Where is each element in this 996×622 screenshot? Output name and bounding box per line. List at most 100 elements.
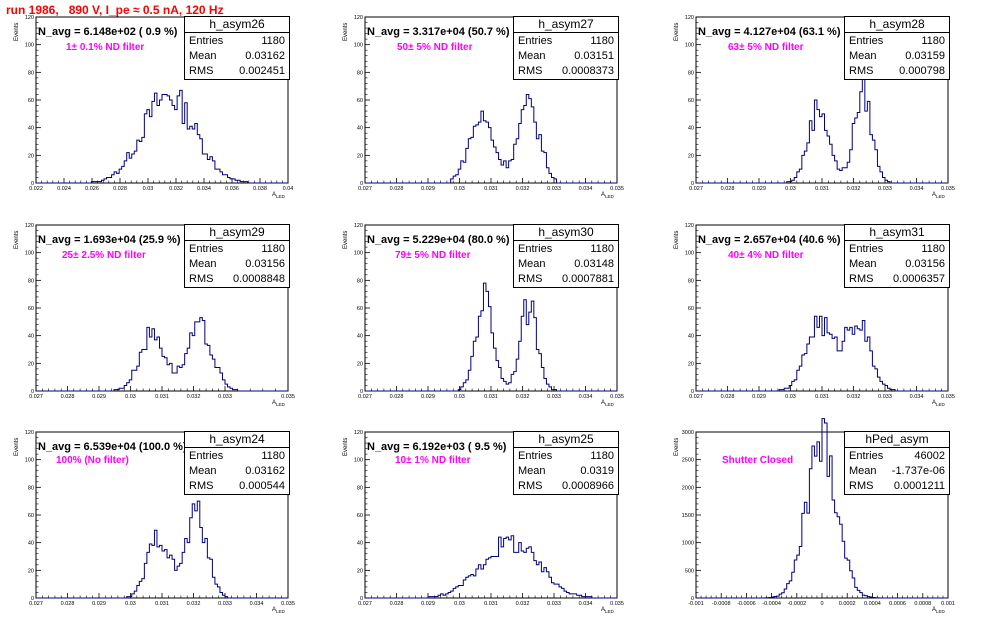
x-tick-label: 0: [820, 601, 823, 607]
y-tick-label: 0: [691, 181, 694, 187]
stat-value: 0.03148: [574, 258, 614, 270]
x-tick-label: 0.027: [358, 186, 372, 192]
stat-box: hPed_asym Entries 46002 Mean -1.737e-06 RMS 0.…: [844, 431, 950, 495]
y-tick-label: 80: [357, 485, 363, 491]
histogram-name: h_asym24: [185, 432, 289, 448]
x-tick-label: 0.033: [547, 186, 561, 192]
x-tick-label: 0.03: [785, 186, 796, 192]
stat-key: RMS: [518, 65, 543, 77]
y-axis-label: Events: [14, 230, 20, 249]
stat-box: h_asym25 Entries 1180 Mean 0.0319 RMS 0.000896…: [513, 431, 619, 495]
x-tick-label: 0.03: [125, 394, 136, 400]
stat-value: 46002: [914, 450, 945, 462]
y-tick-label: 120: [354, 15, 363, 21]
stat-value: 0.0319: [580, 465, 614, 477]
y-tick-label: 0: [691, 389, 694, 395]
histogram-name: h_asym31: [845, 225, 949, 241]
x-tick-label: -0.0002: [787, 601, 806, 607]
y-tick-label: 80: [28, 70, 34, 76]
y-tick-label: 20: [688, 361, 694, 367]
x-tick-label: 0.027: [689, 186, 703, 192]
x-tick-label: 0.033: [547, 601, 561, 607]
x-tick-label: 0.0006: [889, 601, 906, 607]
y-tick-label: 100: [25, 458, 34, 464]
x-tick-label: 0.034: [910, 186, 924, 192]
filter-label: 79± 5% ND filter: [395, 250, 471, 261]
x-tick-label: 0.031: [155, 394, 169, 400]
filter-label: 63± 5% ND filter: [728, 42, 804, 53]
y-tick-label: 0: [31, 596, 34, 602]
y-tick-label: 80: [357, 278, 363, 284]
x-axis-subscript: LED: [276, 194, 285, 200]
x-tick-label: 0.03: [785, 394, 796, 400]
x-tick-label: 0.03: [125, 601, 136, 607]
x-tick-label: 0.03: [454, 394, 465, 400]
stat-box: h_asym27 Entries 1180 Mean 0.03151 RMS 0.00083…: [513, 16, 619, 80]
stat-row-entries: Entries 1180: [849, 242, 945, 257]
x-axis-subscript: LED: [936, 194, 945, 200]
stat-row-rms: RMS 0.000798: [849, 64, 945, 79]
x-tick-label: 0.027: [358, 601, 372, 607]
y-tick-label: 60: [688, 98, 694, 104]
x-tick-label: 0.024: [57, 186, 71, 192]
stat-row-mean: Mean -1.737e-06: [849, 464, 945, 479]
y-tick-label: 0: [360, 389, 363, 395]
x-axis-label: ALED: [272, 607, 285, 614]
stat-value: 1180: [261, 35, 285, 47]
x-tick-label: 0.028: [721, 394, 735, 400]
y-tick-label: 100: [25, 251, 34, 257]
y-tick-label: 80: [28, 278, 34, 284]
stat-value: 0.03162: [245, 465, 285, 477]
stat-key: RMS: [189, 480, 214, 492]
y-tick-label: 100: [685, 251, 694, 257]
x-tick-label: 0.028: [390, 394, 404, 400]
stat-key: Mean: [518, 465, 546, 477]
stat-row-mean: Mean 0.0319: [518, 464, 614, 479]
navg-label: N_avg = 6.148e+02 ( 0.9 %): [38, 26, 178, 38]
x-tick-label: 0.029: [421, 601, 435, 607]
stat-key: Entries: [518, 450, 553, 462]
x-tick-label: 0.029: [421, 394, 435, 400]
x-axis-label: ALED: [932, 192, 945, 199]
stat-row-entries: Entries 46002: [849, 449, 945, 464]
y-tick-label: 120: [354, 223, 363, 229]
x-axis-subscript: LED: [276, 402, 285, 408]
y-tick-label: 120: [25, 430, 34, 436]
histogram-name: h_asym29: [185, 225, 289, 241]
y-tick-label: 60: [28, 306, 34, 312]
y-tick-label: 60: [28, 98, 34, 104]
stat-value: 1180: [921, 35, 945, 47]
stat-key: RMS: [518, 480, 543, 492]
x-tick-label: 0.034: [579, 601, 593, 607]
x-tick-label: 0.028: [390, 601, 404, 607]
stat-key: RMS: [849, 273, 874, 285]
y-tick-label: 120: [685, 15, 694, 21]
y-tick-label: 2500: [682, 458, 694, 464]
stat-row-rms: RMS 0.0007881: [518, 272, 614, 287]
stat-row-rms: RMS 0.0006357: [849, 272, 945, 287]
y-tick-label: 60: [688, 306, 694, 312]
y-axis-label: Events: [674, 230, 680, 249]
histogram-line: [696, 315, 948, 392]
x-axis-symbol: A: [272, 400, 277, 406]
x-tick-label: -0.001: [688, 601, 704, 607]
y-tick-label: 40: [688, 334, 694, 340]
x-axis-subscript: LED: [605, 194, 614, 200]
x-axis-symbol: A: [272, 607, 277, 613]
y-tick-label: 0: [31, 181, 34, 187]
stat-row-entries: Entries 1180: [189, 242, 285, 257]
y-tick-label: 40: [688, 126, 694, 132]
x-tick-label: 0.034: [197, 186, 211, 192]
stat-value: 0.000544: [239, 480, 285, 492]
stat-value: 1180: [590, 35, 614, 47]
y-tick-label: 20: [28, 153, 34, 159]
x-tick-label: 0.033: [878, 186, 892, 192]
stat-value: 0.0008373: [562, 65, 614, 77]
stat-key: Mean: [518, 50, 546, 62]
run-header: run 1986, 890 V, I_pe ≈ 0.5 nA, 120 Hz: [6, 3, 224, 17]
